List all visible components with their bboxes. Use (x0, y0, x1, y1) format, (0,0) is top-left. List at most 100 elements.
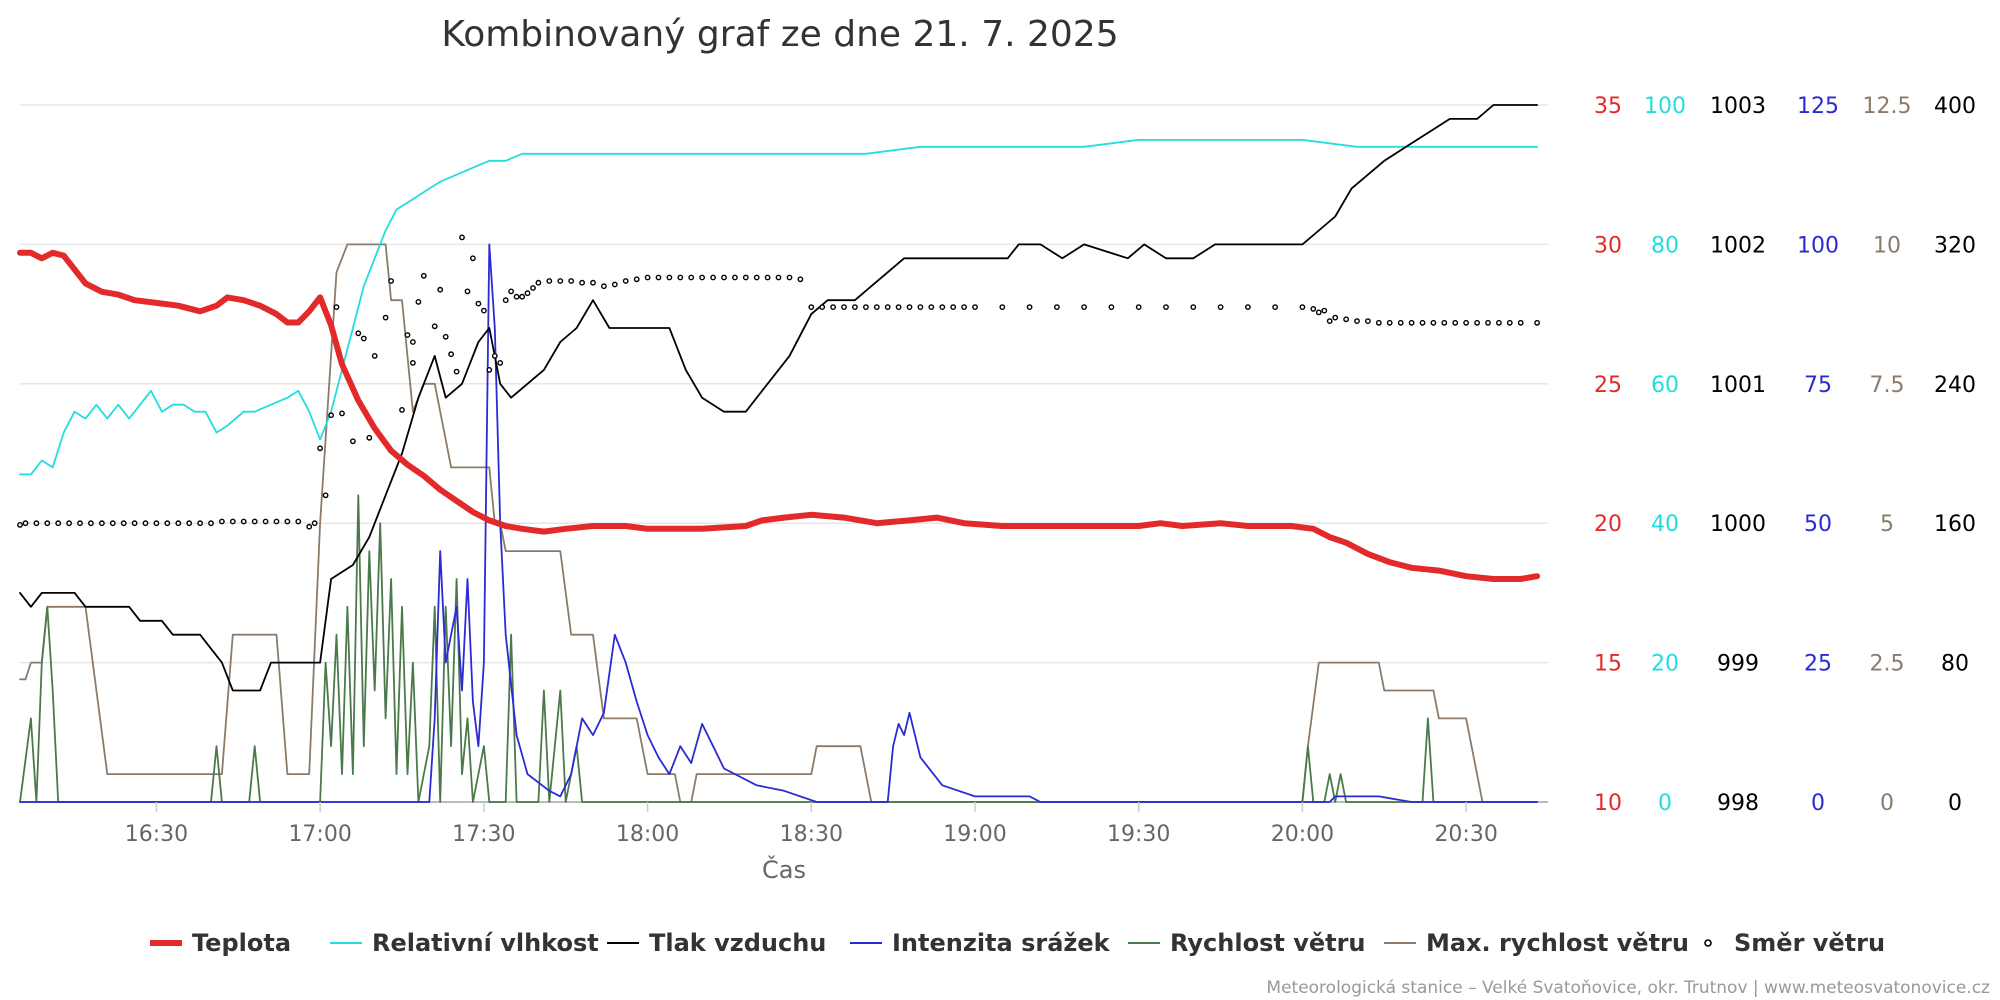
axis-tick-tlak: 1003 (1710, 94, 1766, 119)
axis-tick-teplota: 15 (1594, 652, 1622, 677)
legend-item[interactable]: Tlak vzduchu (607, 929, 826, 957)
wind-direction-point (469, 255, 476, 262)
wind-direction-point (153, 520, 160, 527)
legend: Teplota Relativní vlhkost Tlak vzduchu Inte… (150, 929, 1885, 957)
x-tick-label: 17:00 (288, 822, 351, 847)
credits-text[interactable]: Meteorologická stanice – Velké Svatoňovi… (1266, 978, 1990, 998)
legend-item[interactable]: Směr větru (1704, 929, 1885, 957)
wind-direction-point (1397, 319, 1404, 326)
wind-direction-point (229, 518, 236, 525)
wind-direction-point (17, 522, 23, 528)
wind-direction-point (1430, 319, 1437, 326)
wind-direction-point (939, 304, 946, 310)
series-smer-vetru (17, 234, 1541, 530)
axis-tick-srazky: 75 (1804, 373, 1832, 398)
wind-direction-point (1081, 304, 1088, 310)
wind-direction-point (1310, 305, 1317, 312)
axis-tick-teplota: 25 (1594, 373, 1622, 398)
legend-item[interactable]: Relativní vlhkost (330, 929, 599, 957)
axis-tick-srazky: 50 (1804, 512, 1832, 537)
wind-direction-point (349, 438, 356, 445)
x-tick-label: 20:00 (1271, 822, 1334, 847)
series-vlhkost-line (19, 139, 1538, 476)
wind-direction-point (317, 445, 323, 452)
wind-direction-point (622, 278, 629, 284)
wind-direction-point (1386, 319, 1393, 326)
legend-item[interactable]: Teplota (150, 929, 291, 957)
legend-label: Směr větru (1734, 929, 1885, 957)
wind-direction-point (972, 304, 978, 310)
wind-direction-point (66, 520, 73, 527)
wind-direction-point (1299, 304, 1306, 310)
wind-direction-point (322, 492, 329, 499)
legend-item[interactable]: Intenzita srážek (850, 929, 1111, 957)
plot-area (17, 104, 1541, 803)
legend-label: Relativní vlhkost (372, 929, 599, 957)
axis-tick-vlhkost: 0 (1658, 791, 1672, 816)
wind-direction-point (431, 323, 438, 330)
x-tick-label: 20:30 (1434, 822, 1497, 847)
wind-direction-point (1517, 319, 1524, 326)
axis-tick-smer: 160 (1934, 512, 1976, 537)
legend-label: Intenzita srážek (892, 929, 1111, 957)
wind-direction-point (884, 304, 891, 310)
axis-tick-srazky: 25 (1804, 652, 1832, 677)
wind-direction-point (480, 307, 487, 314)
legend-item[interactable]: Rychlost větru (1128, 929, 1366, 957)
chart-title: Kombinovaný graf ze dne 21. 7. 2025 (441, 14, 1118, 55)
wind-direction-point (339, 410, 345, 417)
wind-direction-point (164, 520, 171, 527)
axis-tick-vlhkost: 100 (1644, 94, 1686, 119)
wind-direction-point (142, 520, 149, 527)
wind-direction-point (753, 274, 760, 281)
wind-direction-point (1452, 319, 1459, 326)
legend-symbol (1704, 939, 1712, 947)
axis-tick-max_vitr: 12.5 (1863, 94, 1912, 119)
wind-direction-point (1506, 319, 1513, 326)
legend-label: Tlak vzduchu (649, 929, 826, 957)
wind-direction-point (535, 279, 542, 286)
axis-tick-smer: 0 (1948, 791, 1962, 816)
legend-item[interactable]: Max. rychlost větru (1384, 929, 1689, 957)
wind-direction-point (355, 330, 362, 337)
wind-direction-point (1496, 319, 1502, 326)
axis-tick-srazky: 125 (1797, 94, 1839, 119)
legend-label: Teplota (192, 929, 291, 957)
axis-tick-smer: 80 (1941, 652, 1969, 677)
axis-tick-tlak: 999 (1717, 652, 1759, 677)
wind-direction-point (459, 234, 465, 241)
wind-direction-point (601, 283, 607, 290)
wind-direction-point (546, 278, 553, 284)
wind-direction-point (590, 279, 596, 286)
wind-direction-point (251, 518, 258, 525)
axis-tick-max_vitr: 5 (1880, 512, 1894, 537)
x-tick-label: 19:00 (943, 822, 1006, 847)
wind-direction-point (409, 339, 416, 345)
axis-tick-teplota: 35 (1594, 94, 1622, 119)
wind-direction-point (530, 285, 536, 291)
wind-direction-point (524, 290, 531, 297)
wind-direction-point (486, 366, 493, 373)
wind-direction-point (906, 304, 913, 310)
wind-direction-point (710, 274, 716, 281)
wind-direction-point (409, 359, 416, 366)
wind-direction-point (131, 520, 138, 527)
wind-direction-point (1315, 309, 1322, 316)
series-teplota-line (17, 249, 1541, 582)
series-max_vitr-avg-line (19, 494, 1538, 803)
x-tick-label: 17:30 (452, 822, 515, 847)
wind-direction-point (55, 520, 62, 527)
wind-direction-point (366, 434, 373, 441)
wind-direction-point (644, 274, 651, 281)
wind-direction-point (1108, 304, 1115, 310)
x-axis: 16:30 17:00 17:30 18:00 18:30 19:00 19:30 20:00… (125, 802, 1498, 847)
wind-direction-point (175, 520, 182, 527)
wind-direction-point (508, 288, 514, 295)
wind-direction-point (120, 520, 127, 527)
axis-tick-vlhkost: 80 (1651, 233, 1679, 258)
wind-direction-point (1485, 319, 1491, 326)
wind-direction-point (1332, 314, 1339, 321)
wind-direction-point (895, 304, 902, 310)
x-tick-label: 16:30 (125, 822, 188, 847)
wind-direction-point (1321, 307, 1328, 314)
